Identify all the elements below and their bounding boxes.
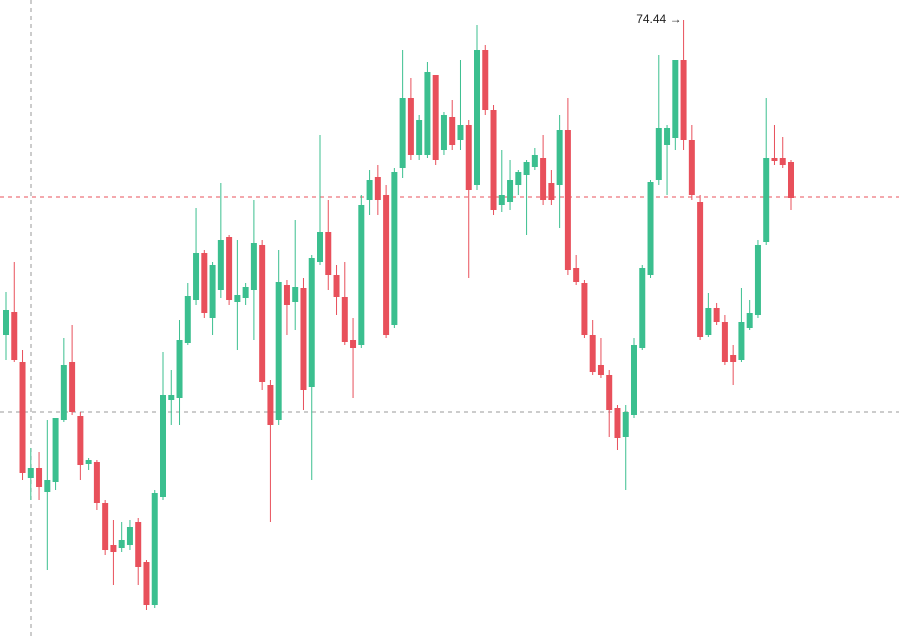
candle-body (135, 522, 142, 567)
candle-body (606, 375, 613, 410)
candle-body (622, 412, 629, 437)
candle-body (160, 395, 166, 497)
candle-body (771, 158, 778, 161)
candle-body (424, 72, 431, 155)
candle-body (11, 312, 18, 360)
candle-body (341, 297, 348, 342)
candle-body (680, 60, 687, 140)
candle-body (52, 418, 59, 482)
candle-body (688, 140, 695, 195)
candle-body (168, 395, 175, 400)
candle-body (647, 182, 654, 275)
candle-body (317, 232, 323, 262)
candle-body (416, 120, 423, 155)
candle-body (193, 253, 200, 300)
candle-body (482, 50, 489, 110)
candle-body (432, 75, 439, 160)
candle-body (60, 365, 67, 420)
candle-body (664, 128, 671, 145)
candle-body (738, 322, 745, 360)
candle-body (730, 355, 737, 362)
candle-body (283, 285, 290, 305)
candle-body (44, 480, 51, 492)
candle-body (184, 296, 191, 343)
candle-body (754, 245, 761, 315)
candle-body (721, 322, 728, 362)
candle-body (779, 158, 786, 165)
candle-body (300, 288, 307, 390)
candle-body (697, 202, 704, 337)
candle-body (350, 340, 357, 348)
candle-body (333, 275, 340, 297)
candle-body (457, 125, 464, 140)
candle-body (308, 258, 315, 387)
candle-body (548, 183, 555, 200)
candle-body (440, 115, 447, 150)
candle-body (655, 128, 662, 180)
candle-body (85, 460, 92, 464)
candle-body (631, 345, 637, 415)
candle-body (102, 503, 109, 550)
candle-body (201, 253, 208, 313)
candle-body (19, 362, 26, 473)
candle-body (639, 268, 646, 348)
candle-body (118, 540, 125, 548)
candle-body (573, 268, 580, 282)
candle-body (110, 545, 117, 552)
candle-body (713, 308, 720, 322)
candle-body (465, 125, 472, 190)
candle-body (3, 310, 9, 335)
candle-body (234, 295, 241, 302)
candle-body (507, 180, 514, 202)
candle-body (325, 232, 332, 275)
candle-body (292, 287, 299, 302)
candle-body (474, 50, 480, 185)
candle-body (259, 245, 266, 382)
candle-body (27, 468, 34, 478)
max-price-label: 74.44 → (636, 12, 681, 26)
candle-body (77, 416, 84, 465)
candle-body (374, 177, 381, 200)
candle-body (126, 527, 133, 545)
candle-body (209, 265, 216, 318)
candle-body (614, 408, 621, 438)
candle-body (746, 313, 753, 328)
candle-body (407, 98, 414, 155)
candle-body (490, 110, 497, 210)
candle-body (366, 180, 373, 200)
candle-body (589, 335, 596, 372)
candle-body (705, 308, 712, 335)
candle-body (531, 155, 538, 167)
candle-body (540, 158, 547, 200)
candle-body (151, 493, 158, 605)
candle-body (69, 362, 76, 412)
candle-body (597, 365, 604, 375)
candle-body (36, 468, 43, 487)
candle-body (788, 162, 794, 198)
candle-body (763, 158, 770, 242)
candle-body (581, 283, 588, 335)
candle-body (391, 172, 398, 325)
candle-body (242, 287, 249, 298)
candle-body (267, 385, 274, 425)
candle-body (672, 60, 679, 138)
candle-body (250, 243, 257, 290)
candle-body (515, 172, 522, 185)
candle-body (523, 162, 530, 175)
candle-body (176, 340, 183, 398)
candle-body (93, 462, 100, 503)
candle-body (498, 195, 505, 205)
candle-body (556, 130, 563, 185)
candle-body (275, 282, 282, 420)
candle-body (383, 195, 390, 335)
candle-body (217, 240, 224, 290)
candle-body (399, 98, 406, 168)
candle-body (358, 205, 365, 345)
candle-body (449, 117, 456, 145)
candle-body (226, 237, 233, 300)
candle-body (564, 130, 571, 270)
candle-body (143, 562, 150, 605)
